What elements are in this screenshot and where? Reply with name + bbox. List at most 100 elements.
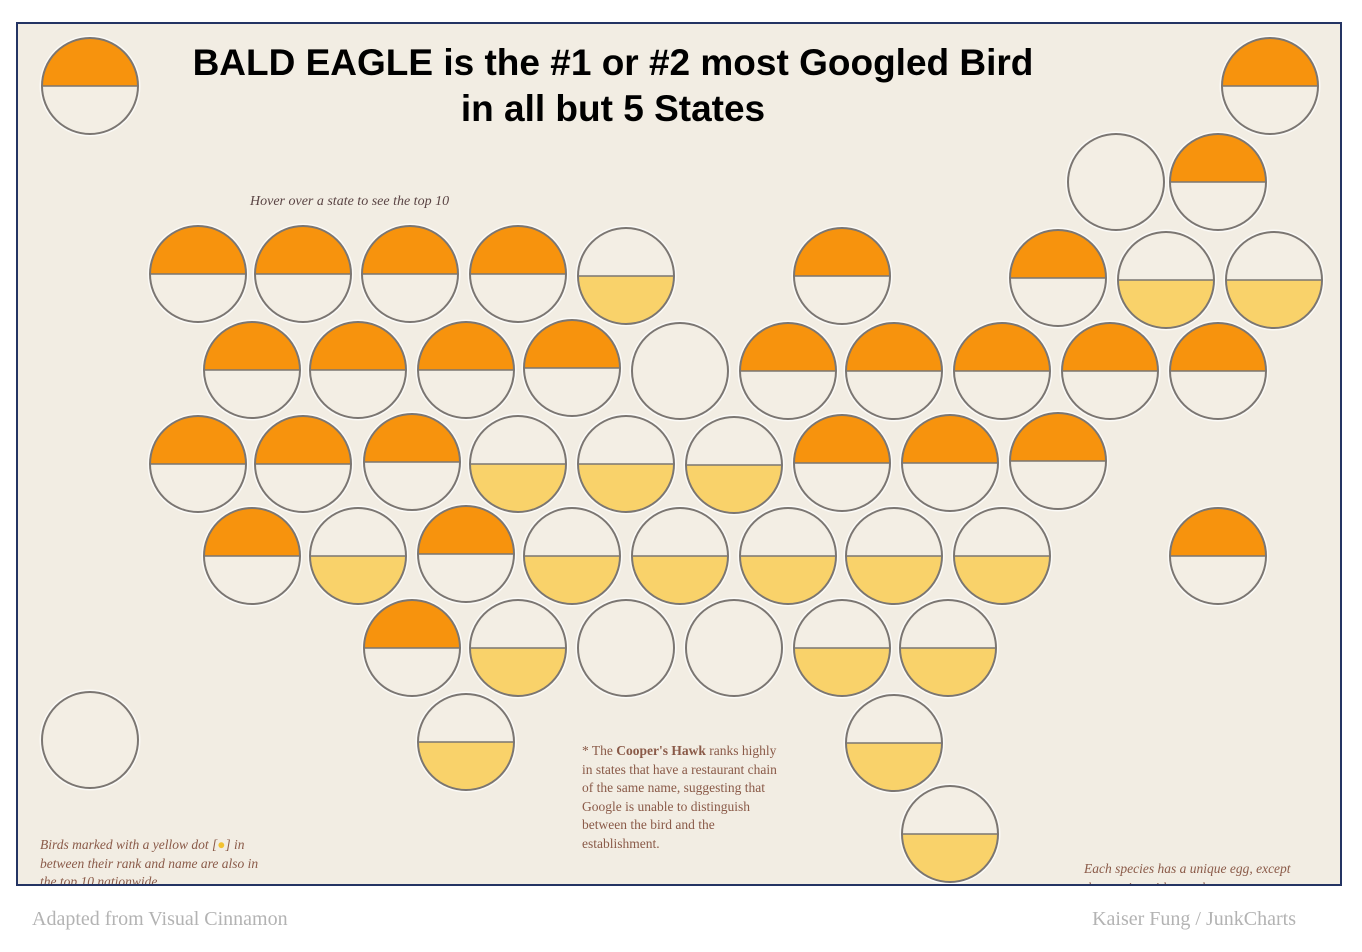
egg-outline bbox=[469, 599, 567, 697]
state-egg-tile[interactable] bbox=[252, 413, 354, 515]
state-egg-tile[interactable] bbox=[575, 225, 677, 327]
state-egg-tile[interactable] bbox=[951, 505, 1053, 607]
state-egg-tile[interactable] bbox=[361, 597, 463, 699]
bald-eagle-rank1-fill bbox=[524, 320, 620, 368]
state-egg-tile[interactable] bbox=[1167, 131, 1269, 233]
state-egg-tile[interactable] bbox=[359, 223, 461, 325]
state-egg-tile[interactable] bbox=[791, 412, 893, 514]
egg-outline bbox=[309, 321, 407, 419]
state-egg-tile[interactable] bbox=[467, 597, 569, 699]
egg-outline bbox=[41, 37, 139, 135]
state-egg-tile[interactable] bbox=[683, 414, 785, 516]
state-egg-tile[interactable] bbox=[737, 320, 839, 422]
egg-outline bbox=[1067, 133, 1165, 231]
state-egg-tile[interactable] bbox=[1115, 229, 1217, 331]
bald-eagle-rank2-fill bbox=[1226, 280, 1322, 328]
state-egg-tile[interactable] bbox=[39, 689, 141, 791]
egg-outline bbox=[417, 505, 515, 603]
state-egg-tile[interactable] bbox=[843, 320, 945, 422]
state-egg-tile[interactable] bbox=[899, 783, 1001, 885]
egg-shell bbox=[686, 600, 782, 696]
yellow-dot-icon: ● bbox=[217, 837, 226, 852]
state-egg-map[interactable] bbox=[18, 24, 1340, 884]
state-egg-tile[interactable] bbox=[467, 413, 569, 515]
state-egg-tile[interactable] bbox=[575, 597, 677, 699]
state-egg-tile[interactable] bbox=[629, 320, 731, 422]
state-egg-tile[interactable] bbox=[521, 505, 623, 607]
egg-note: Each species has a unique egg, except th… bbox=[1084, 861, 1291, 884]
state-egg-tile[interactable] bbox=[201, 319, 303, 421]
state-egg-tile[interactable] bbox=[1065, 131, 1167, 233]
state-egg-tile[interactable] bbox=[1167, 505, 1269, 607]
egg-outline bbox=[793, 599, 891, 697]
bald-eagle-rank2-fill bbox=[740, 556, 836, 604]
state-egg-tile[interactable] bbox=[843, 505, 945, 607]
egg-outline bbox=[469, 415, 567, 513]
egg-shell bbox=[1068, 134, 1164, 230]
egg-outline bbox=[254, 225, 352, 323]
state-egg-tile[interactable] bbox=[147, 223, 249, 325]
state-egg-tile[interactable] bbox=[39, 35, 141, 137]
state-egg-tile[interactable] bbox=[307, 319, 409, 421]
state-egg-tile[interactable] bbox=[1059, 320, 1161, 422]
bald-eagle-rank1-fill bbox=[1170, 134, 1266, 182]
egg-outline bbox=[685, 416, 783, 514]
bald-eagle-rank2-fill bbox=[310, 556, 406, 604]
state-egg-tile[interactable] bbox=[951, 320, 1053, 422]
state-egg-tile[interactable] bbox=[897, 597, 999, 699]
egg-outline bbox=[363, 599, 461, 697]
bald-eagle-rank1-fill bbox=[255, 416, 351, 464]
egg-outline bbox=[1009, 229, 1107, 327]
egg-shell bbox=[578, 600, 674, 696]
egg-outline bbox=[417, 693, 515, 791]
egg-outline bbox=[41, 691, 139, 789]
bald-eagle-rank1-fill bbox=[1170, 508, 1266, 556]
state-egg-tile[interactable] bbox=[252, 223, 354, 325]
state-egg-tile[interactable] bbox=[791, 597, 893, 699]
state-egg-tile[interactable] bbox=[791, 225, 893, 327]
state-egg-tile[interactable] bbox=[1219, 35, 1321, 137]
state-egg-tile[interactable] bbox=[575, 413, 677, 515]
bald-eagle-rank1-fill bbox=[150, 226, 246, 274]
title-line-1: BALD EAGLE is the #1 or #2 most Googled … bbox=[192, 42, 1034, 83]
bald-eagle-rank2-fill bbox=[686, 465, 782, 513]
state-egg-tile[interactable] bbox=[415, 319, 517, 421]
state-egg-tile[interactable] bbox=[1007, 227, 1109, 329]
state-egg-tile[interactable] bbox=[415, 691, 517, 793]
bald-eagle-rank2-fill bbox=[1118, 280, 1214, 328]
egg-outline bbox=[631, 507, 729, 605]
egg-outline bbox=[1117, 231, 1215, 329]
state-egg-tile[interactable] bbox=[415, 503, 517, 605]
state-egg-tile[interactable] bbox=[467, 223, 569, 325]
bald-eagle-rank2-fill bbox=[846, 556, 942, 604]
bald-eagle-rank1-fill bbox=[1010, 413, 1106, 461]
yellow-note-part1: Birds marked with a yellow dot [ bbox=[40, 837, 218, 852]
yellow-dot-note: Birds marked with a yellow dot [●] in be… bbox=[40, 836, 260, 884]
bald-eagle-rank1-fill bbox=[204, 322, 300, 370]
state-egg-tile[interactable] bbox=[737, 505, 839, 607]
state-egg-tile[interactable] bbox=[1167, 320, 1269, 422]
state-egg-tile[interactable] bbox=[683, 597, 785, 699]
chart-title: BALD EAGLE is the #1 or #2 most Googled … bbox=[18, 40, 1208, 132]
egg-outline bbox=[901, 785, 999, 883]
state-egg-tile[interactable] bbox=[843, 692, 945, 794]
state-egg-tile[interactable] bbox=[361, 411, 463, 513]
egg-outline bbox=[1169, 322, 1267, 420]
bald-eagle-rank2-fill bbox=[954, 556, 1050, 604]
egg-outline bbox=[523, 507, 621, 605]
state-egg-tile[interactable] bbox=[1223, 229, 1325, 331]
state-egg-tile[interactable] bbox=[1007, 410, 1109, 512]
bald-eagle-rank1-fill bbox=[1062, 323, 1158, 371]
bald-eagle-rank2-fill bbox=[632, 556, 728, 604]
state-egg-tile[interactable] bbox=[899, 412, 1001, 514]
hawk-note-prefix: * The bbox=[582, 743, 617, 758]
state-egg-tile[interactable] bbox=[307, 505, 409, 607]
state-egg-tile[interactable] bbox=[521, 317, 623, 419]
hawk-note-bird: Cooper's Hawk bbox=[616, 743, 706, 758]
hover-hint: Hover over a state to see the top 10 bbox=[250, 194, 450, 209]
hawk-note-rest: ranks highly in states that have a resta… bbox=[582, 743, 777, 851]
state-egg-tile[interactable] bbox=[629, 505, 731, 607]
state-egg-tile[interactable] bbox=[147, 413, 249, 515]
state-egg-tile[interactable] bbox=[201, 505, 303, 607]
egg-outline bbox=[1061, 322, 1159, 420]
